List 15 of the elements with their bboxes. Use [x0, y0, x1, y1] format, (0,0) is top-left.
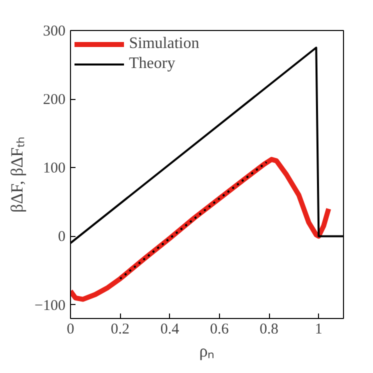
y-tick-label: 300: [43, 24, 66, 40]
y-tick-label: 200: [43, 92, 66, 108]
line-series: [119, 161, 268, 280]
x-tick-label: 1: [314, 322, 322, 338]
legend-label: Simulation: [129, 35, 200, 53]
y-tick-label: 100: [43, 160, 66, 177]
y-tick-label: −100: [34, 298, 66, 314]
x-tick-label: 0.2: [110, 322, 130, 338]
x-tick-label: 0.8: [260, 322, 278, 338]
y-axis-title: βΔF, βΔFₜₕ: [8, 136, 27, 213]
x-tick-label: 0.4: [160, 322, 180, 338]
y-tick-label: 0: [58, 229, 66, 246]
x-axis-title: ρₙ: [199, 342, 215, 360]
x-tick-label: 0.6: [210, 322, 230, 338]
legend-label: Theory: [129, 55, 176, 73]
